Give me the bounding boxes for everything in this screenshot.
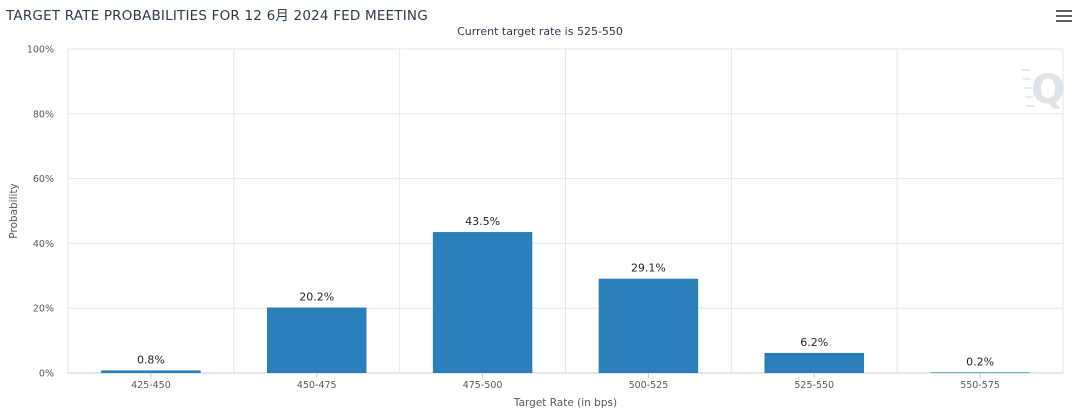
x-tick-label: 550-575 [960, 380, 1000, 391]
x-tick-label: 425-450 [131, 380, 171, 391]
data-label: 43.5% [465, 215, 500, 228]
chart-title: TARGET RATE PROBABILITIES FOR 12 6月 2024… [6, 8, 428, 24]
data-label: 6.2% [800, 336, 828, 349]
bar [101, 370, 201, 373]
x-tick-label: 500-525 [629, 380, 669, 391]
data-label: 0.8% [137, 353, 165, 366]
bar [432, 232, 533, 373]
bar [598, 278, 699, 373]
data-label: 20.2% [299, 291, 334, 304]
data-label: 0.2% [966, 355, 994, 368]
quikstrike-logo-icon: Q [1022, 67, 1065, 113]
hamburger-menu-icon[interactable] [1056, 10, 1072, 24]
x-tick-label: 450-475 [297, 380, 337, 391]
bar [930, 372, 1030, 373]
chart-subtitle: Current target rate is 525-550 [457, 25, 623, 38]
data-label: 29.1% [631, 262, 666, 275]
y-tick-label: 20% [33, 304, 54, 315]
y-axis-title: Probability [8, 183, 20, 239]
y-tick-label: 60% [33, 174, 54, 185]
y-tick-label: 80% [33, 109, 54, 120]
y-tick-label: 0% [39, 369, 54, 380]
x-tick-label: 525-550 [794, 380, 834, 391]
y-tick-label: 40% [33, 239, 54, 250]
bar [764, 352, 864, 373]
y-tick-label: 100% [27, 45, 54, 56]
x-tick-label: 475-500 [463, 380, 503, 391]
x-axis-title: Target Rate (in bps) [513, 397, 617, 409]
bar [267, 307, 367, 373]
svg-text:Q: Q [1031, 67, 1065, 113]
